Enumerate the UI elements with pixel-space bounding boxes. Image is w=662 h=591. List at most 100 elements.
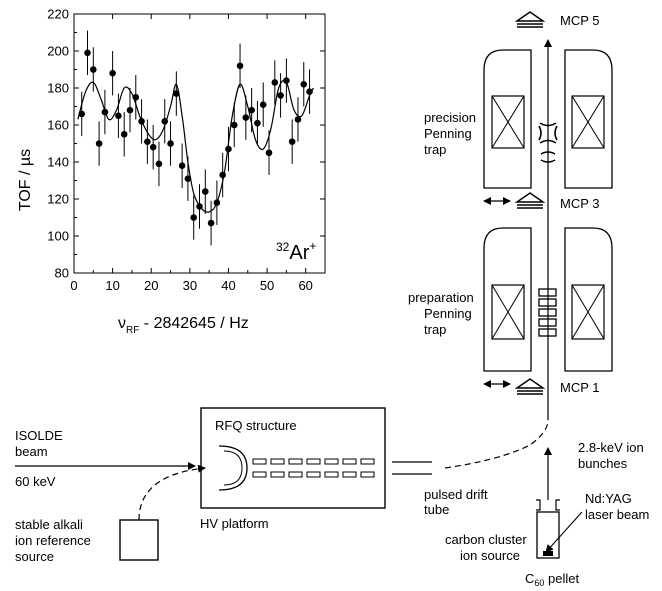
rfq-rod <box>306 458 321 465</box>
data-point <box>155 160 163 168</box>
alkali-label-1: stable alkali <box>15 517 83 532</box>
fit-curve <box>77 79 314 213</box>
data-point <box>242 114 250 121</box>
rfq-rod <box>324 458 339 465</box>
alkali-label-2: ion reference <box>15 533 91 548</box>
x-tick-label: 20 <box>144 278 158 293</box>
x-tick-label: 50 <box>260 278 274 293</box>
rfq-rod <box>270 458 285 465</box>
preparation-label-3: trap <box>424 322 446 337</box>
data-point <box>248 106 255 114</box>
preparation-magnet-left <box>483 227 532 372</box>
y-tick-label: 100 <box>47 229 69 244</box>
isolde-energy-label: 60 keV <box>15 474 56 489</box>
isotope-label: 32Ar+ <box>276 239 316 264</box>
rfq-rod <box>288 471 303 478</box>
rfq-rod <box>288 458 303 465</box>
isotope-mass: 32 <box>276 240 290 254</box>
rfq-rod <box>360 471 375 478</box>
data-point <box>167 140 174 147</box>
data-point <box>254 119 261 127</box>
data-point <box>265 149 273 157</box>
data-point <box>149 143 157 151</box>
pellet-label-c: C <box>525 571 534 586</box>
rfq-electrodes-icon <box>218 445 375 491</box>
cluster-source-label-2: ion source <box>460 548 520 563</box>
precision-magnet-left <box>483 49 532 189</box>
rfq-rod <box>342 458 357 465</box>
data-point <box>236 62 244 70</box>
mcp5-label: MCP 5 <box>560 13 600 28</box>
ion-bunches-label-1: 2.8-keV ion <box>578 440 644 455</box>
data-point <box>306 88 313 95</box>
drift-tube-label-1: pulsed drift <box>424 487 488 502</box>
data-point <box>196 203 203 210</box>
x-tick-label: 10 <box>105 278 119 293</box>
y-tick-label: 120 <box>47 192 69 207</box>
preparation-coil-right-icon <box>571 284 605 340</box>
data-point <box>101 108 109 116</box>
data-point <box>90 66 97 73</box>
data-point <box>225 145 232 153</box>
data-point <box>173 90 180 97</box>
cluster-source-label-1: carbon cluster <box>445 532 527 547</box>
data-point <box>132 93 140 101</box>
y-tick-label: 140 <box>47 155 69 170</box>
data-point <box>294 116 302 123</box>
mcp1-detector <box>514 378 546 395</box>
data-point <box>78 110 86 118</box>
data-point <box>109 69 116 77</box>
precision-label-1: precision <box>424 110 476 125</box>
mcp3-detector <box>514 192 546 209</box>
hv-platform-label: HV platform <box>200 516 269 531</box>
data-point <box>219 171 226 179</box>
error-bars <box>81 30 311 246</box>
drift-tube-label-2: tube <box>424 502 449 517</box>
rfq-rod <box>270 471 285 478</box>
precision-coil-right-icon <box>571 95 605 149</box>
x-axis-title-sub: RF <box>126 325 139 336</box>
preparation-label-1: preparation <box>408 290 474 305</box>
x-tick-label: 60 <box>298 278 312 293</box>
isotope-element: Ar <box>289 242 309 264</box>
data-point <box>178 162 186 169</box>
ion-bunches-label-2: bunches <box>578 456 628 471</box>
x-axis-title-rest: - 2842645 / Hz <box>139 315 248 332</box>
data-point <box>213 199 221 206</box>
rfq-rod <box>306 471 321 478</box>
y-tick-label: 200 <box>47 44 69 59</box>
isotope-charge: + <box>309 239 316 253</box>
data-point <box>115 112 122 120</box>
pellet-label-rest: pellet <box>544 571 579 586</box>
data-point <box>300 81 308 88</box>
x-tick-labels: 0 10 20 30 40 50 60 <box>70 278 313 293</box>
pellet-label-sub: 60 <box>534 578 544 588</box>
x-axis-title: νRF - 2842645 / Hz <box>118 315 249 336</box>
precision-magnet-right <box>564 49 613 189</box>
data-point <box>190 214 198 221</box>
data-point <box>95 140 103 147</box>
rfq-label: RFQ structure <box>215 418 297 433</box>
y-tick-label: 220 <box>47 7 69 22</box>
isolde-label-1: ISOLDE <box>15 428 63 443</box>
mcp3-label: MCP 3 <box>560 196 600 211</box>
mcp1-label: MCP 1 <box>560 380 600 395</box>
y-tick-label: 160 <box>47 118 69 133</box>
data-point <box>230 121 238 129</box>
pellet-label: C60 pellet <box>525 571 579 588</box>
alkali-source-box <box>119 519 159 561</box>
y-axis-title: TOF / µs <box>17 149 34 211</box>
setup-diagram: MCP 5 precision Penning trap <box>15 11 649 588</box>
rfq-rod <box>324 471 339 478</box>
ion-transfer-path <box>444 419 549 469</box>
data-point <box>271 79 279 86</box>
x-tick-label: 0 <box>70 278 77 293</box>
precision-label-2: Penning <box>424 126 472 141</box>
data-point <box>84 49 91 57</box>
rfq-rod <box>252 458 267 465</box>
data-point <box>207 219 215 227</box>
precision-label-3: trap <box>424 142 446 157</box>
tof-chart: 80 100 120 140 160 180 200 220 0 10 20 30 40 50 60 TO… <box>17 7 326 336</box>
data-point <box>126 106 134 114</box>
alkali-label-3: source <box>15 549 54 564</box>
